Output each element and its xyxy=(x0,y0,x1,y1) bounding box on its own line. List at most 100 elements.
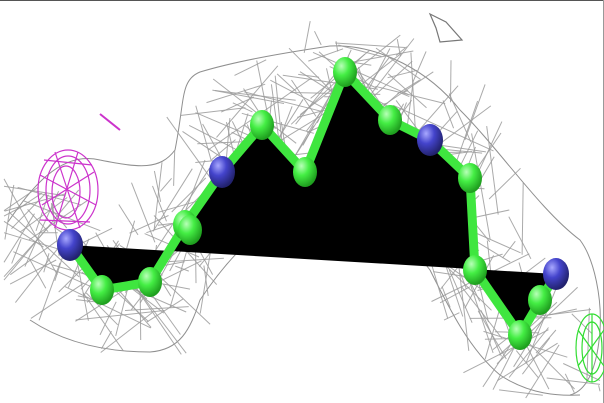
mesh-strand xyxy=(35,194,49,232)
carbon-atom xyxy=(90,275,114,305)
mesh-strand xyxy=(288,47,334,93)
mesh-strand xyxy=(525,344,560,399)
mesh-strand xyxy=(152,168,193,232)
mesh-strand xyxy=(571,313,593,335)
carbon-atom xyxy=(463,255,487,285)
mesh-strand xyxy=(375,85,446,105)
positive-density-fragment xyxy=(99,113,121,131)
nitrogen-atom xyxy=(417,124,443,156)
mesh-strand xyxy=(3,213,35,263)
mesh-strand xyxy=(175,265,189,272)
mesh-strand xyxy=(562,363,601,381)
mesh-strand xyxy=(298,73,320,78)
mesh-strand xyxy=(387,69,418,79)
mesh-strand xyxy=(129,215,169,234)
mesh-strand xyxy=(163,284,172,297)
mesh-strand xyxy=(335,42,406,48)
carbon-atom xyxy=(378,105,402,135)
mesh-strand xyxy=(244,91,324,113)
mesh-strand xyxy=(234,59,267,76)
mesh-strand xyxy=(51,209,68,229)
nitrogen-atom xyxy=(57,229,83,261)
mesh-fragment xyxy=(428,12,464,43)
mesh-strand xyxy=(502,240,516,259)
mesh-strand xyxy=(442,100,455,129)
mesh-strand xyxy=(169,246,189,308)
mesh-strand xyxy=(488,167,521,200)
mesh-strand xyxy=(291,79,317,117)
mesh-strand xyxy=(235,113,249,153)
mesh-strand xyxy=(302,125,315,146)
mesh-strand xyxy=(383,71,434,106)
mesh-strand xyxy=(82,292,124,351)
mesh-strand xyxy=(3,232,63,251)
mesh-strand xyxy=(153,162,163,231)
mesh-strand xyxy=(146,223,173,234)
mesh-strand xyxy=(3,220,44,248)
carbon-atom xyxy=(293,157,317,187)
mesh-strand xyxy=(216,65,279,138)
mesh-strand xyxy=(335,41,339,52)
mesh-strand xyxy=(535,329,557,354)
mesh-strand xyxy=(99,301,117,336)
mesh-strand xyxy=(11,239,22,264)
mesh-strand xyxy=(19,197,68,233)
mesh-strand xyxy=(9,259,57,285)
mesh-strand xyxy=(522,337,551,375)
carbon-atom xyxy=(333,57,357,87)
mesh-strand xyxy=(64,286,152,329)
mesh-strand xyxy=(211,139,236,160)
mesh-strand xyxy=(3,185,66,197)
mesh-strand xyxy=(131,182,156,243)
mesh-strand xyxy=(497,342,558,382)
mesh-strand xyxy=(3,189,80,281)
mesh-strand xyxy=(212,78,297,144)
mesh-strand xyxy=(439,286,471,304)
mesh-strand xyxy=(548,308,577,316)
mesh-strand xyxy=(314,30,322,46)
mesh-strand xyxy=(515,350,539,378)
mesh-strand xyxy=(152,185,167,222)
molecule-atoms xyxy=(57,57,569,350)
mesh-strand xyxy=(403,90,409,93)
mesh-strand xyxy=(195,112,253,138)
mesh-strand xyxy=(3,178,58,276)
mesh-strand xyxy=(392,104,494,152)
mesh-strand xyxy=(326,68,333,93)
mesh-strand xyxy=(212,89,285,104)
mesh-strand xyxy=(30,282,84,319)
mesh-strand xyxy=(444,148,483,154)
mesh-strand xyxy=(338,44,382,57)
mesh-strand xyxy=(400,92,410,98)
nitrogen-atom xyxy=(209,156,235,188)
mesh-strand xyxy=(75,310,165,321)
mesh-strand xyxy=(441,286,451,308)
mesh-strand xyxy=(448,269,473,323)
mesh-strand xyxy=(8,211,80,278)
carbon-atom xyxy=(178,215,202,245)
mesh-strand xyxy=(486,126,499,215)
mesh-strand xyxy=(508,216,532,260)
mesh-strand xyxy=(464,84,486,141)
mesh-strand xyxy=(496,286,578,365)
mesh-strand xyxy=(457,257,470,351)
carbon-atom xyxy=(250,110,274,140)
mesh-strand xyxy=(546,377,601,385)
mesh-strand xyxy=(28,258,47,289)
mesh-strand xyxy=(524,338,575,390)
mesh-strand xyxy=(118,204,139,236)
mesh-strand xyxy=(180,107,246,116)
mesh-strand xyxy=(3,186,39,212)
mesh-outline-upper xyxy=(7,45,601,396)
mesh-strand xyxy=(13,251,91,287)
mesh-strand xyxy=(480,310,502,357)
mesh-strand xyxy=(4,184,15,240)
mesh-strand xyxy=(443,312,460,321)
mesh-strand xyxy=(214,90,296,101)
mesh-strand xyxy=(101,330,112,350)
carbon-atom xyxy=(458,163,482,193)
mesh-strand xyxy=(471,133,491,240)
mesh-strand xyxy=(450,60,452,103)
mesh-strand xyxy=(195,105,212,162)
